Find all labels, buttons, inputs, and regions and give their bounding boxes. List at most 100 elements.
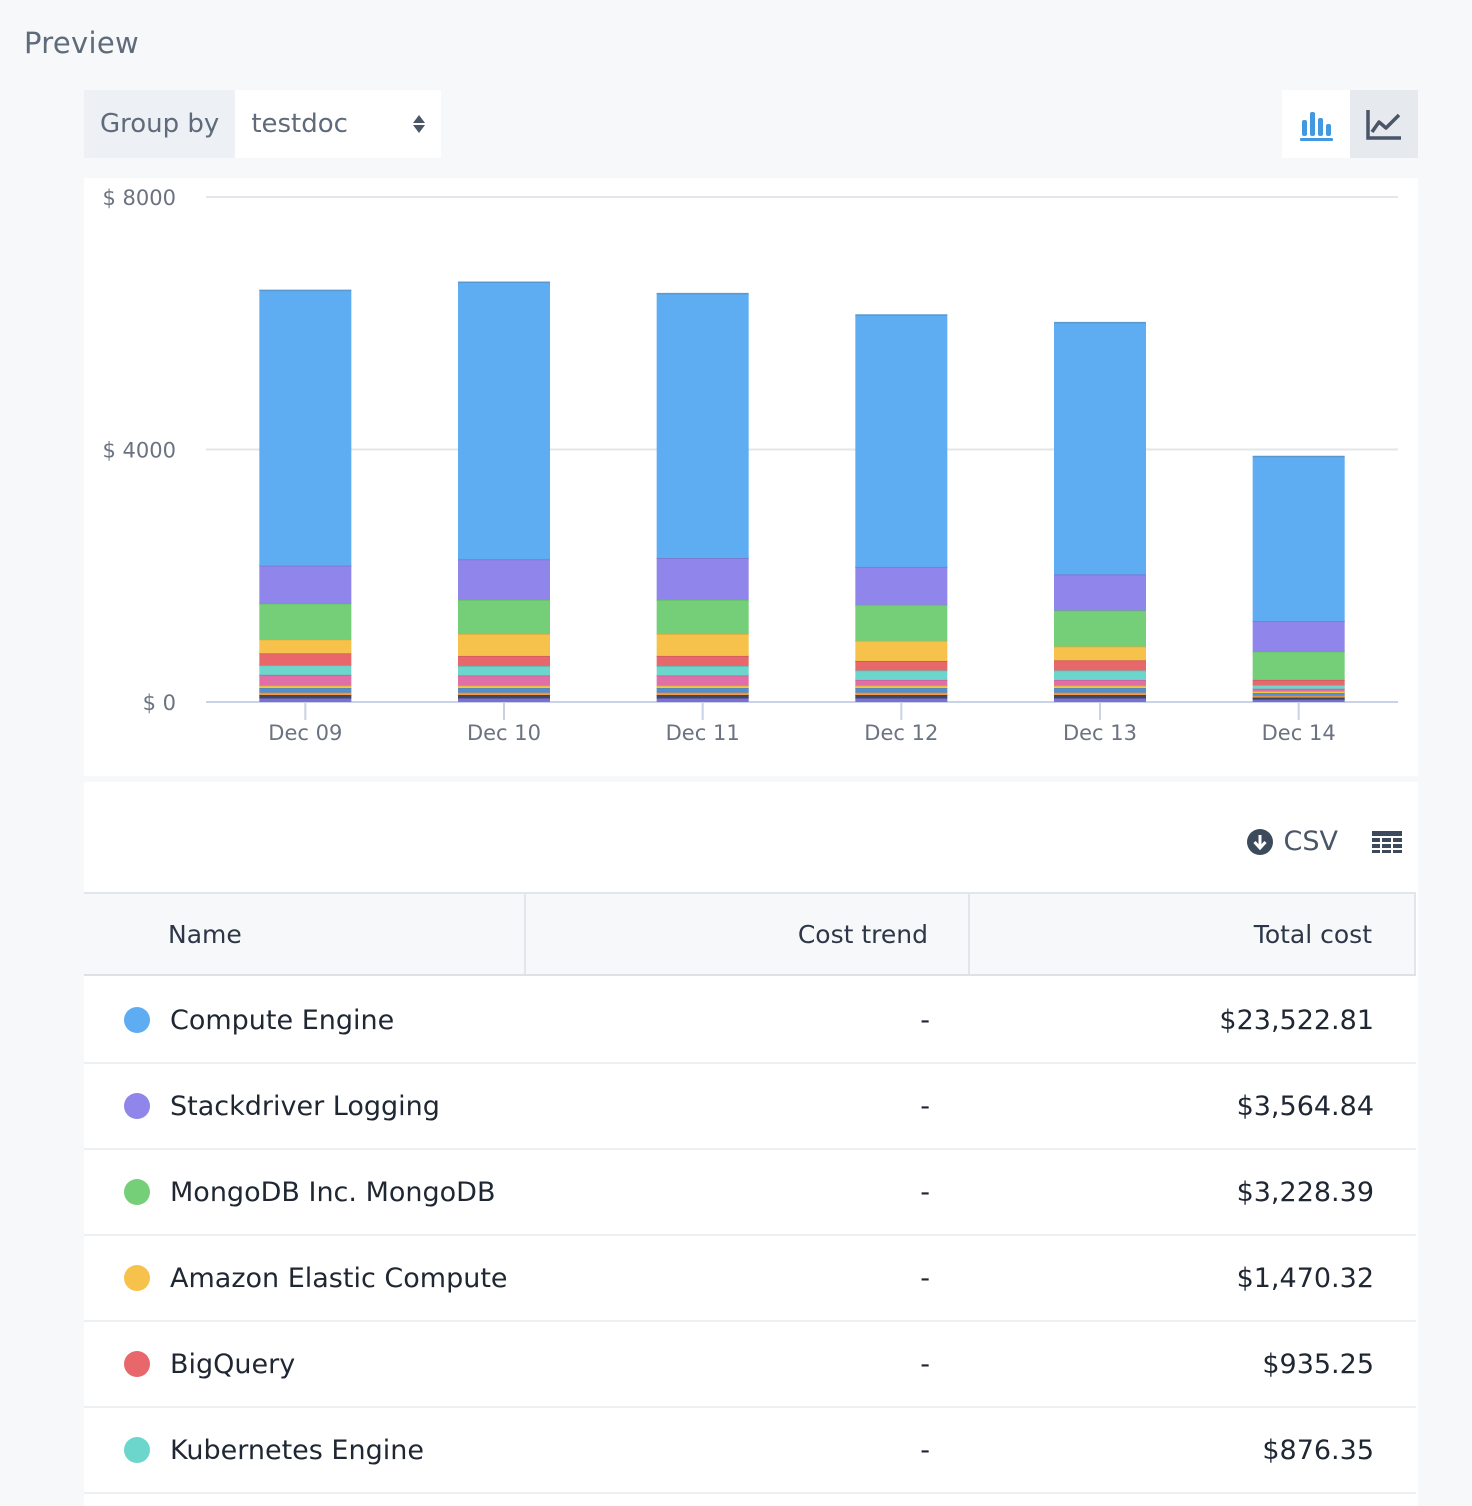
bar-segment xyxy=(1054,698,1146,702)
series-color-dot xyxy=(124,1265,150,1291)
bar-segment xyxy=(458,692,550,696)
bar-segment xyxy=(1054,646,1146,661)
bar-segment xyxy=(1252,679,1345,685)
bar-segment xyxy=(458,599,550,634)
bar-segment xyxy=(458,655,550,667)
bar-segment xyxy=(259,639,352,654)
table-header: Name Cost trend Total cost xyxy=(84,892,1416,976)
column-header-name[interactable]: Name xyxy=(84,894,526,974)
bar-segment xyxy=(656,688,749,693)
row-cost-trend: - xyxy=(920,1004,930,1036)
series-color-dot xyxy=(124,1179,150,1205)
bar-segment xyxy=(259,688,352,693)
bar-segment xyxy=(1252,693,1345,696)
line-chart-view-button[interactable] xyxy=(1350,90,1418,158)
bar-segment xyxy=(1054,692,1146,696)
row-cost-trend: - xyxy=(920,1262,930,1294)
line-chart-icon xyxy=(1366,110,1401,140)
bar-segment xyxy=(855,679,948,686)
bar-segment xyxy=(458,685,550,689)
row-total-cost: $876.35 xyxy=(1262,1434,1374,1466)
group-by-control: Group by testdoc xyxy=(84,90,442,158)
row-cost-trend: - xyxy=(920,1176,930,1208)
bar-segment xyxy=(259,653,352,666)
table-row[interactable]: Stackdriver Logging - $3,564.84 xyxy=(84,1064,1416,1150)
bar-segment xyxy=(458,695,550,699)
row-total-cost: $3,228.39 xyxy=(1236,1176,1374,1208)
series-color-dot xyxy=(124,1437,150,1463)
bar-segment xyxy=(259,698,352,702)
bar-segment xyxy=(259,695,352,699)
x-tick-label: Dec 10 xyxy=(467,721,541,745)
bar-segment xyxy=(656,675,749,686)
bar-segment xyxy=(1252,621,1345,652)
bar-segment xyxy=(1252,691,1345,694)
bar-segment xyxy=(656,599,749,634)
row-cost-trend: - xyxy=(920,1090,930,1122)
y-tick-label: $ 4000 xyxy=(103,439,176,463)
bar-segment xyxy=(855,660,948,671)
bar-segment xyxy=(656,655,749,667)
row-name: Amazon Elastic Compute xyxy=(170,1262,508,1294)
bar-chart-view-button[interactable] xyxy=(1282,90,1350,158)
bar-segment xyxy=(656,695,749,699)
bar-segment xyxy=(1252,456,1345,622)
bar-segment xyxy=(458,666,550,676)
group-by-select[interactable]: testdoc xyxy=(235,90,442,158)
x-tick-label: Dec 09 xyxy=(268,721,342,745)
csv-download-button[interactable]: CSV xyxy=(1246,826,1338,857)
bar-segment xyxy=(855,315,948,567)
bar-segment xyxy=(1252,688,1345,692)
bar-segment xyxy=(1252,697,1345,700)
csv-label: CSV xyxy=(1283,826,1338,857)
group-by-label: Group by xyxy=(84,90,236,158)
bar-segment xyxy=(259,665,352,675)
row-name: MongoDB Inc. MongoDB xyxy=(170,1176,496,1208)
row-name: BigQuery xyxy=(170,1348,296,1380)
bar-segment xyxy=(656,698,749,702)
bar-segment xyxy=(458,559,550,600)
table-row[interactable]: Compute Engine - $23,522.81 xyxy=(84,978,1416,1064)
bar-segment xyxy=(855,685,948,689)
bar-segment xyxy=(855,695,948,699)
bar-segment xyxy=(1054,679,1146,686)
bar-segment xyxy=(656,633,749,656)
bar-segment xyxy=(259,674,352,686)
bar-segment xyxy=(1054,695,1146,699)
table-row[interactable]: Kubernetes Engine - $876.35 xyxy=(84,1408,1416,1494)
bar-segment xyxy=(656,558,749,600)
x-tick-label: Dec 12 xyxy=(864,721,938,745)
bar-segment xyxy=(656,685,749,689)
row-cost-trend: - xyxy=(920,1348,930,1380)
bar-segment xyxy=(855,640,948,661)
row-name: Kubernetes Engine xyxy=(170,1434,424,1466)
bar-segment xyxy=(1252,684,1345,689)
bar-segment xyxy=(656,666,749,676)
bar-segment xyxy=(855,692,948,696)
table-tools: CSV xyxy=(1246,826,1402,857)
bar-chart-icon xyxy=(1300,112,1333,141)
bar-segment xyxy=(458,675,550,686)
row-total-cost: $1,470.32 xyxy=(1236,1262,1374,1294)
table-row[interactable]: BigQuery - $935.25 xyxy=(84,1322,1416,1408)
table-row[interactable]: Amazon Elastic Compute - $1,470.32 xyxy=(84,1236,1416,1322)
series-color-dot xyxy=(124,1093,150,1119)
sort-arrows-icon xyxy=(413,115,426,133)
row-cost-trend: - xyxy=(920,1434,930,1466)
row-name: Stackdriver Logging xyxy=(170,1090,440,1122)
bar-segment xyxy=(458,633,550,656)
bar-segment xyxy=(855,670,948,680)
column-header-total-cost[interactable]: Total cost xyxy=(970,894,1416,974)
table-row[interactable]: MongoDB Inc. MongoDB - $3,228.39 xyxy=(84,1150,1416,1236)
bar-segment xyxy=(1252,695,1345,698)
column-header-cost-trend[interactable]: Cost trend xyxy=(526,894,970,974)
bar-segment xyxy=(259,565,352,604)
table-body: Compute Engine - $23,522.81 Stackdriver … xyxy=(84,978,1416,1494)
x-tick-label: Dec 11 xyxy=(666,721,740,745)
series-color-dot xyxy=(124,1351,150,1377)
bar-segment xyxy=(1054,574,1146,611)
column-settings-button[interactable] xyxy=(1372,830,1402,853)
bar-segment xyxy=(458,698,550,702)
bar-segment xyxy=(1054,660,1146,671)
bar-segment xyxy=(1054,685,1146,689)
